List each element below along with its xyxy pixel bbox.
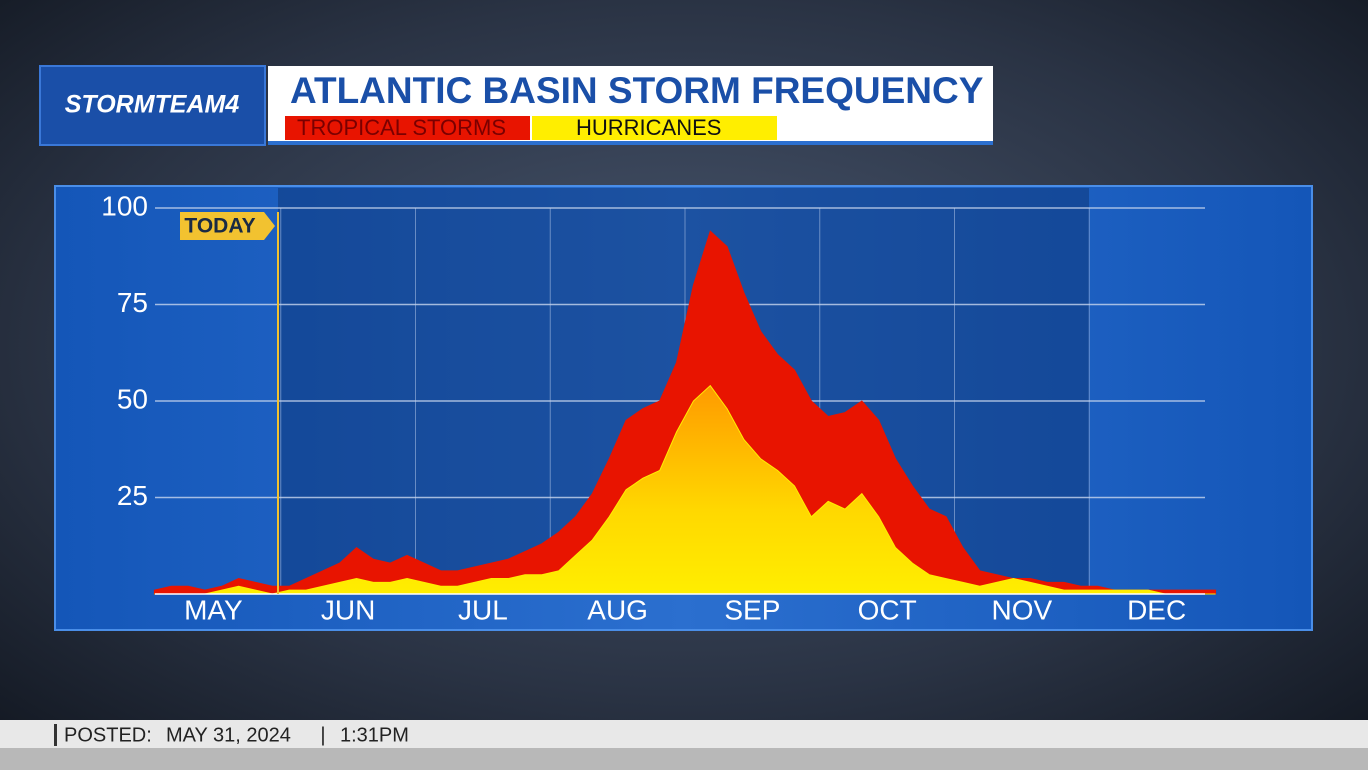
footer-mark <box>54 724 57 746</box>
x-tick-label: NOV <box>992 594 1053 625</box>
footer-time: 1:31PM <box>340 724 409 746</box>
x-tick-label: SEP <box>724 594 780 625</box>
footer-bar <box>0 720 1368 748</box>
legend-label: TROPICAL STORMS <box>297 115 506 140</box>
logo-box <box>39 65 266 146</box>
y-tick-label: 100 <box>101 190 148 221</box>
chart-title: ATLANTIC BASIN STORM FREQUENCY <box>290 70 984 111</box>
today-tag <box>180 212 275 240</box>
footer-separator: | <box>320 724 325 746</box>
footer-date: MAY 31, 2024 <box>166 724 291 746</box>
x-tick-label: MAY <box>184 594 243 625</box>
x-tick-label: JUL <box>458 594 508 625</box>
annotation: TODAY <box>184 215 255 238</box>
legend-swatch <box>532 116 777 140</box>
title-underline <box>268 141 993 145</box>
y-tick-label: 75 <box>117 287 148 318</box>
legend-swatch <box>285 116 530 140</box>
x-tick-label: AUG <box>587 594 648 625</box>
legend-label: HURRICANES <box>576 115 721 140</box>
area <box>153 230 1217 595</box>
y-tick-label: 50 <box>117 383 148 414</box>
footer-base <box>0 748 1368 770</box>
x-tick-label: OCT <box>858 594 917 625</box>
logo: STORMTEAM4 <box>65 91 240 119</box>
y-tick-label: 25 <box>117 480 148 511</box>
area <box>154 384 1216 595</box>
footer-label: POSTED: <box>64 724 152 746</box>
x-tick-label: DEC <box>1127 594 1186 625</box>
x-tick-label: JUN <box>321 594 375 625</box>
